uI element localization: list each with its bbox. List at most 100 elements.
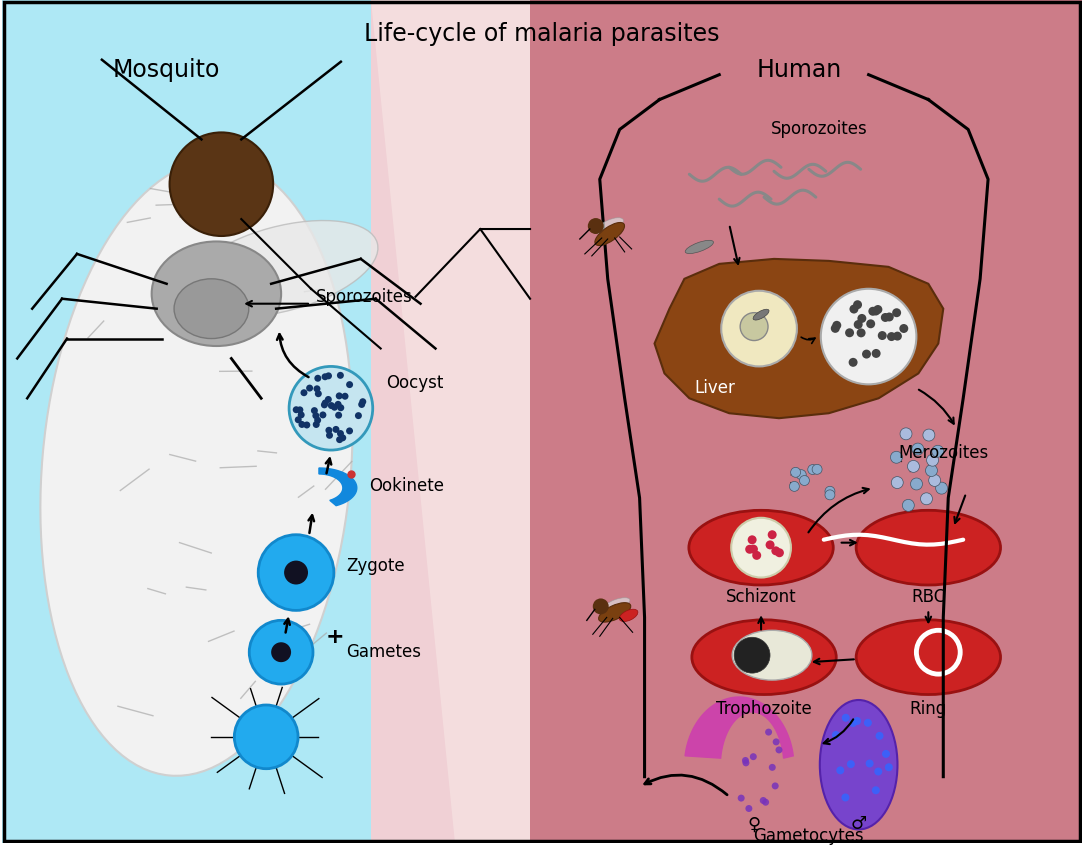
Circle shape [775, 548, 784, 557]
Text: Merozoites: Merozoites [899, 444, 989, 462]
Circle shape [746, 805, 752, 812]
Circle shape [359, 398, 366, 405]
Circle shape [300, 390, 308, 396]
Ellipse shape [685, 241, 713, 253]
Circle shape [849, 357, 857, 367]
Circle shape [314, 390, 322, 397]
Circle shape [337, 430, 344, 437]
Ellipse shape [604, 598, 630, 611]
Ellipse shape [732, 630, 812, 680]
Circle shape [850, 305, 859, 313]
Circle shape [358, 401, 365, 408]
Circle shape [743, 760, 749, 767]
Circle shape [304, 422, 310, 429]
Circle shape [857, 314, 866, 323]
Text: RBC: RBC [912, 589, 945, 606]
Circle shape [872, 349, 880, 358]
Circle shape [313, 385, 321, 392]
Circle shape [881, 313, 890, 322]
Circle shape [775, 746, 783, 753]
Circle shape [311, 407, 318, 414]
Circle shape [306, 385, 313, 391]
Ellipse shape [596, 218, 623, 235]
Circle shape [298, 412, 305, 418]
Circle shape [853, 717, 861, 725]
Text: Liver: Liver [695, 379, 735, 397]
Circle shape [296, 407, 304, 413]
Circle shape [864, 719, 872, 727]
Circle shape [872, 786, 880, 794]
Circle shape [322, 400, 328, 407]
Ellipse shape [152, 241, 281, 346]
Text: Sporozoites: Sporozoites [315, 288, 413, 306]
Text: ♀: ♀ [748, 816, 761, 833]
Ellipse shape [595, 223, 624, 246]
Bar [530, 0, 1082, 844]
Text: Ookinete: Ookinete [369, 477, 443, 495]
Text: Mosquito: Mosquito [113, 58, 220, 82]
Circle shape [847, 760, 855, 768]
Circle shape [314, 417, 321, 424]
Text: Gametocytes: Gametocytes [753, 828, 864, 845]
Circle shape [293, 407, 299, 413]
Circle shape [750, 753, 757, 760]
Ellipse shape [856, 510, 1001, 585]
Ellipse shape [598, 603, 631, 622]
Circle shape [249, 620, 313, 684]
Circle shape [916, 630, 960, 674]
Text: Gametes: Gametes [346, 643, 421, 662]
Circle shape [856, 329, 866, 337]
Circle shape [234, 705, 298, 769]
Circle shape [339, 435, 346, 441]
Ellipse shape [688, 510, 834, 585]
Circle shape [841, 794, 850, 801]
Circle shape [790, 468, 801, 478]
Circle shape [295, 416, 301, 424]
Ellipse shape [175, 279, 248, 339]
Circle shape [298, 421, 306, 428]
Circle shape [900, 428, 912, 440]
Circle shape [738, 794, 745, 801]
Circle shape [354, 412, 362, 419]
Circle shape [289, 367, 373, 450]
Circle shape [326, 432, 333, 439]
Ellipse shape [619, 609, 637, 622]
Polygon shape [319, 468, 357, 506]
Circle shape [767, 530, 776, 540]
Circle shape [333, 426, 339, 433]
Circle shape [749, 545, 758, 554]
Circle shape [875, 767, 882, 776]
Circle shape [885, 763, 893, 772]
Circle shape [808, 464, 817, 474]
Circle shape [321, 401, 327, 408]
Text: +: + [326, 628, 345, 647]
Polygon shape [371, 0, 530, 844]
Circle shape [322, 374, 328, 380]
Circle shape [900, 324, 908, 333]
Text: Human: Human [757, 58, 841, 82]
Polygon shape [655, 259, 943, 418]
Circle shape [846, 329, 854, 337]
Circle shape [825, 486, 835, 496]
Circle shape [769, 764, 776, 771]
Circle shape [271, 642, 292, 662]
Circle shape [833, 731, 840, 739]
Circle shape [833, 321, 841, 329]
Circle shape [721, 291, 797, 367]
Circle shape [337, 404, 345, 412]
Circle shape [853, 300, 862, 309]
Text: Ring: Ring [909, 700, 947, 718]
Circle shape [336, 392, 343, 400]
Circle shape [830, 324, 840, 333]
Ellipse shape [820, 700, 898, 829]
Circle shape [893, 332, 902, 340]
Circle shape [876, 732, 883, 740]
Circle shape [902, 500, 914, 512]
Circle shape [882, 750, 890, 758]
Circle shape [284, 561, 308, 584]
Text: ♂: ♂ [851, 816, 867, 833]
Circle shape [313, 421, 320, 428]
Circle shape [866, 760, 874, 767]
Circle shape [740, 313, 769, 340]
Text: Life-cycle of malaria parasites: Life-cycle of malaria parasites [364, 22, 720, 46]
